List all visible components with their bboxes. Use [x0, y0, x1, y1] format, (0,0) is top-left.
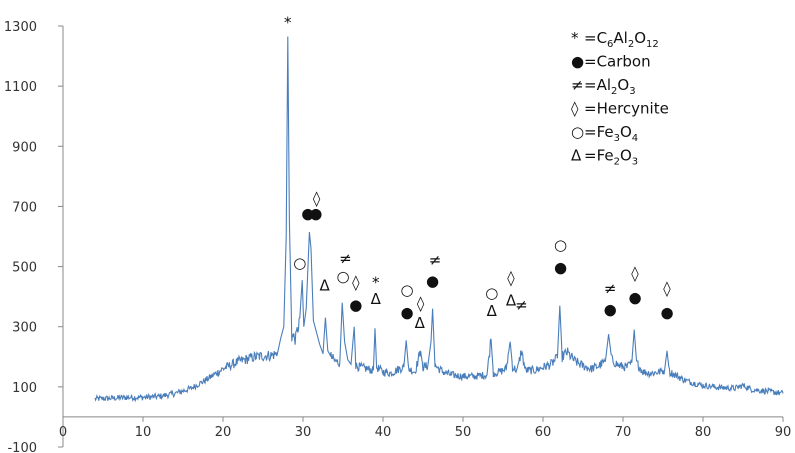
x-tick-label: 0	[59, 425, 67, 440]
legend-label: =Al2O3	[584, 76, 636, 97]
legend-symbol: ≠	[571, 76, 584, 94]
legend-text-part: Al	[613, 29, 627, 47]
y-tick-label: 300	[12, 321, 37, 336]
legend-text-part: =Fe	[584, 147, 614, 165]
peak-annotation: Δ	[415, 314, 426, 332]
legend-subscript: 12	[646, 39, 659, 50]
legend-subscript: 6	[607, 39, 613, 50]
peak-annotation: ●	[426, 272, 439, 290]
peak-annotation: ◊	[631, 265, 639, 283]
y-tick-label: 900	[12, 140, 37, 155]
peak-annotation: ●	[309, 204, 322, 222]
peak-annotation: ●	[554, 259, 567, 277]
x-tick-label: 60	[535, 425, 552, 440]
peak-annotation: Δ	[487, 302, 498, 320]
legend-label: =Carbon	[584, 53, 651, 71]
legend-label: =Fe3O4	[584, 123, 638, 144]
series-layer	[94, 36, 784, 403]
y-tick-label: 1300	[4, 20, 37, 35]
peak-annotation: ◊	[313, 189, 321, 207]
legend-text-part: =Carbon	[584, 53, 651, 71]
peak-annotation: ●	[400, 304, 413, 322]
peak-annotation: ◊	[663, 280, 671, 298]
x-tick-label: 90	[775, 425, 792, 440]
axes-layer: -100 100 300 500 700 900 1100 1300 0 10 20 30 40 50 60…	[4, 20, 791, 453]
x-tick-label: 20	[215, 425, 232, 440]
peak-annotation: ●	[301, 204, 314, 222]
peak-annotation: ○	[554, 236, 567, 254]
legend-text-part: =Fe	[584, 123, 614, 141]
y-tick-label: 500	[12, 261, 37, 276]
peak-annotation: *	[284, 14, 292, 32]
x-tick-label: 10	[135, 425, 152, 440]
legend-text-part: =C	[584, 29, 607, 47]
legend-symbol: ●	[571, 53, 584, 71]
legend-subscript: 3	[629, 86, 635, 97]
peak-annotation: ●	[349, 296, 362, 314]
legend-symbol: ◊	[571, 100, 579, 118]
peak-annotation: ●	[604, 301, 617, 319]
legend-label: =C6Al2O12	[584, 29, 659, 50]
legend-text-part: =Hercynite	[584, 100, 669, 118]
legend-label: =Fe2O3	[584, 147, 638, 168]
legend-subscript: 2	[611, 86, 617, 97]
legend-symbol: ○	[571, 123, 584, 141]
y-tick-label: -100	[7, 441, 37, 453]
legend-text-part: O	[620, 123, 632, 141]
peak-annotation: ≠	[604, 280, 617, 298]
peak-annotation: ○	[336, 268, 349, 286]
legend-text-part: O	[617, 76, 629, 94]
peak-annotation: ○	[293, 254, 306, 272]
y-tick-label: 100	[12, 381, 37, 396]
peak-annotation: ≠	[429, 251, 442, 269]
legend-text-part: =Al	[584, 76, 611, 94]
legend-subscript: 3	[614, 133, 620, 144]
legend-subscript: 2	[614, 157, 620, 168]
x-tick-label: 40	[375, 425, 392, 440]
peak-annotation: ○	[400, 281, 413, 299]
x-tick-label: 50	[455, 425, 472, 440]
x-tick-label: 70	[615, 425, 632, 440]
xrd-series-line	[94, 36, 784, 403]
x-tick-label: 30	[295, 425, 312, 440]
legend-subscript: 4	[632, 133, 638, 144]
legend-symbol: *	[571, 29, 579, 47]
annotation-layer: *●●◊○Δ○≠◊●*Δ○●◊Δ≠●○Δ◊Δ≠○●≠●◊●◊●	[284, 14, 673, 333]
peak-annotation: ●	[628, 289, 641, 307]
legend-subscript: 2	[628, 39, 634, 50]
legend-text-part: O	[620, 147, 632, 165]
peak-annotation: ◊	[417, 295, 425, 313]
legend-label: =Hercynite	[584, 100, 669, 118]
y-tick-label: 700	[12, 200, 37, 215]
legend-subscript: 3	[632, 157, 638, 168]
peak-annotation: ◊	[352, 274, 360, 292]
x-tick-label: 80	[695, 425, 712, 440]
peak-annotation: ●	[660, 304, 673, 322]
peak-annotation: ◊	[507, 269, 515, 287]
legend-text-part: O	[634, 29, 646, 47]
peak-annotation: *	[372, 274, 380, 292]
peak-annotation: Δ	[506, 292, 517, 310]
peak-annotation: Δ	[371, 290, 382, 308]
peak-annotation: Δ	[319, 277, 330, 295]
peak-annotation: ≠	[339, 250, 352, 268]
y-tick-label: 1100	[4, 80, 37, 95]
legend: * =C6Al2O12● =Carbon≠ =Al2O3◊ =Hercynite○ =Fe…	[571, 29, 669, 168]
legend-symbol: Δ	[571, 147, 582, 165]
peak-annotation: ○	[485, 284, 498, 302]
peak-annotation: ≠	[515, 296, 528, 314]
